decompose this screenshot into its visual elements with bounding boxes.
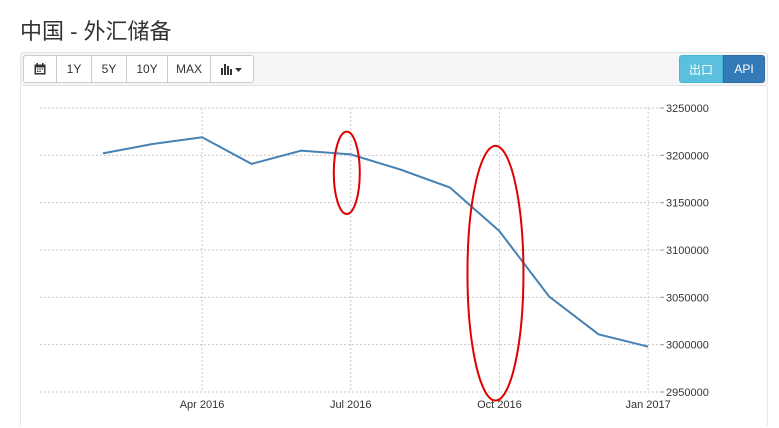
annotation-ellipse <box>332 130 361 216</box>
range-button-group: 1Y 5Y 10Y MAX <box>23 55 254 83</box>
y-tick-label: 3050000 <box>666 292 709 304</box>
y-tick-label: 3200000 <box>666 150 709 162</box>
calendar-button[interactable] <box>23 55 57 83</box>
x-axis-ticks: Apr 2016 Jul 2016 Oct 2016 Jan 2017 <box>180 399 671 411</box>
x-tick-label: Oct 2016 <box>477 399 522 411</box>
chart-toolbar: 1Y 5Y 10Y MAX 出口 API <box>20 52 768 86</box>
series-line <box>102 136 649 348</box>
caret-down-icon <box>235 68 242 72</box>
y-tick-label: 3150000 <box>666 198 709 210</box>
bar-chart-icon <box>221 64 242 75</box>
x-tick-label: Apr 2016 <box>180 399 225 411</box>
export-group: 出口 API <box>679 55 765 83</box>
chart-area <box>20 86 768 426</box>
api-button[interactable]: API <box>723 55 765 83</box>
range-max-button[interactable]: MAX <box>167 55 211 83</box>
range-5y-button[interactable]: 5Y <box>91 55 127 83</box>
y-axis-ticks: 3250000 3200000 3150000 3100000 3050000 30000… <box>666 103 709 399</box>
grid-lines <box>40 107 664 393</box>
x-tick-label: Jan 2017 <box>625 399 670 411</box>
page-title: 中国 - 外汇储备 <box>20 19 172 44</box>
x-tick-label: Jul 2016 <box>330 399 372 411</box>
annotation-ellipse <box>466 144 525 402</box>
annotations <box>332 130 525 402</box>
chart-type-dropdown[interactable] <box>210 55 254 83</box>
y-tick-label: 3250000 <box>666 103 709 115</box>
y-tick-label: 3000000 <box>666 340 709 352</box>
y-tick-label: 3100000 <box>666 245 709 257</box>
y-tick-label: 2950000 <box>666 387 709 399</box>
export-button[interactable]: 出口 <box>679 55 723 83</box>
calendar-icon <box>34 63 46 75</box>
